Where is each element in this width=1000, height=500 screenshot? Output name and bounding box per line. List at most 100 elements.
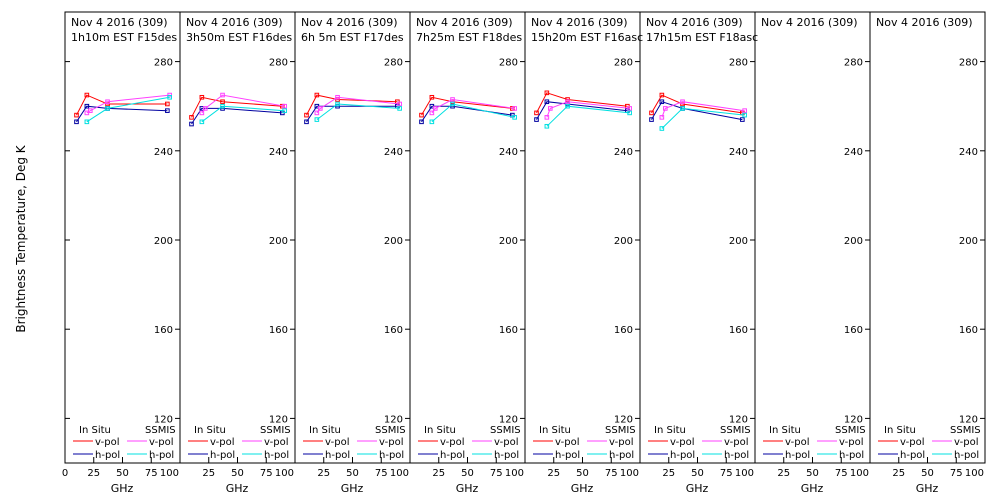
- legend-insitu-header: In Situ: [79, 425, 111, 436]
- legend-insitu-h-label: h-pol: [95, 450, 120, 461]
- legend-ssmis-h-label: h-pol: [149, 450, 174, 461]
- x-tick-label: 100: [505, 468, 524, 479]
- x-tick-label: 50: [806, 468, 819, 479]
- x-tick-label: 25: [547, 468, 560, 479]
- legend-insitu-header: In Situ: [424, 425, 456, 436]
- legend-insitu-v-label: v-pol: [325, 437, 350, 448]
- y-tick-label: 240: [499, 147, 518, 158]
- x-axis-label: GHz: [916, 482, 939, 495]
- y-tick-label: 280: [154, 58, 173, 69]
- legend-ssmis-h-label: h-pol: [839, 450, 864, 461]
- legend-ssmis-v-label: v-pol: [724, 437, 749, 448]
- x-tick-label: 50: [461, 468, 474, 479]
- x-tick-label: 25: [317, 468, 330, 479]
- data-point: [84, 103, 90, 109]
- data-point: [189, 121, 194, 127]
- y-tick-label: 200: [959, 236, 978, 247]
- x-tick-label: 50: [921, 468, 934, 479]
- y-tick-label: 280: [844, 58, 863, 69]
- y-tick-label: 120: [729, 414, 748, 425]
- y-tick-label: 240: [959, 147, 978, 158]
- legend-insitu-v-label: v-pol: [555, 437, 580, 448]
- data-point: [429, 94, 435, 100]
- data-point: [282, 108, 287, 113]
- panels-group: Nov 4 2016 (309) 1h10m EST F15des 120 160 20…: [62, 11, 986, 495]
- legend-insitu-v-label: v-pol: [95, 437, 120, 448]
- data-point: [548, 106, 553, 111]
- series-line: [191, 107, 283, 125]
- panel-date: Nov 4 2016 (309): [186, 16, 283, 29]
- x-tick-label: 75: [490, 468, 503, 479]
- panel-subtitle: 15h20m EST F16asc: [531, 31, 643, 44]
- legend-insitu-h-label: h-pol: [670, 450, 695, 461]
- panel-4: Nov 4 2016 (309) 7h25m EST F18des 120 160 20…: [409, 11, 526, 495]
- panel-1: Nov 4 2016 (309) 1h10m EST F15des 120 160 20…: [62, 11, 181, 495]
- x-axis-label: GHz: [686, 482, 709, 495]
- data-point: [450, 97, 455, 102]
- data-point: [74, 112, 79, 118]
- data-point: [680, 106, 685, 111]
- y-tick-label: 240: [154, 147, 173, 158]
- legend-ssmis-h-label: h-pol: [379, 450, 404, 461]
- y-tick-label: 240: [844, 147, 863, 158]
- legend-ssmis-header: SSMIS: [720, 425, 751, 436]
- data-point: [282, 103, 287, 109]
- data-point: [659, 115, 665, 120]
- series-line: [76, 94, 168, 116]
- legend-ssmis-v-label: v-pol: [839, 437, 864, 448]
- panel-subtitle: 17h15m EST F18asc: [646, 31, 758, 44]
- data-point: [220, 103, 225, 109]
- y-tick-label: 200: [384, 236, 403, 247]
- data-point: [433, 106, 438, 111]
- x-tick-label: 50: [231, 468, 244, 479]
- x-tick-label: 25: [432, 468, 445, 479]
- y-tick-label: 120: [499, 414, 518, 425]
- data-point: [304, 119, 309, 125]
- data-point: [740, 117, 745, 122]
- data-point: [649, 110, 654, 116]
- x-tick-label: 50: [116, 468, 129, 479]
- legend-ssmis-v-label: v-pol: [379, 437, 404, 448]
- x-tick-label: 25: [662, 468, 675, 479]
- y-tick-label: 160: [729, 325, 748, 336]
- data-point: [318, 106, 323, 111]
- data-point: [627, 106, 632, 111]
- legend-ssmis-header: SSMIS: [605, 425, 636, 436]
- panel-date: Nov 4 2016 (309): [301, 16, 398, 29]
- x-tick-label: 100: [850, 468, 869, 479]
- series-line: [201, 105, 285, 123]
- data-point: [544, 115, 550, 120]
- legend-insitu-header: In Situ: [654, 425, 686, 436]
- x-tick-label: 75: [145, 468, 158, 479]
- y-tick-label: 200: [729, 236, 748, 247]
- x-axis-label: GHz: [226, 482, 249, 495]
- data-point: [165, 101, 170, 107]
- panel-7: Nov 4 2016 (309) 120 160 200 240 280 25 50 75 100…: [754, 11, 871, 495]
- y-tick-label: 160: [844, 325, 863, 336]
- data-point: [450, 101, 455, 107]
- x-tick-label: 100: [275, 468, 294, 479]
- x-tick-label: 100: [620, 468, 639, 479]
- y-tick-label: 160: [154, 325, 173, 336]
- series-line: [536, 92, 628, 114]
- x-tick-label: 25: [87, 468, 100, 479]
- y-tick-label: 160: [499, 325, 518, 336]
- y-tick-label: 160: [269, 325, 288, 336]
- y-tick-label: 280: [384, 58, 403, 69]
- y-tick-label: 280: [614, 58, 633, 69]
- legend-ssmis-v-label: v-pol: [954, 437, 979, 448]
- y-tick-label: 280: [269, 58, 288, 69]
- data-point: [165, 108, 170, 113]
- y-tick-label: 160: [614, 325, 633, 336]
- legend-insitu-header: In Situ: [769, 425, 801, 436]
- x-tick-label: 100: [160, 468, 179, 479]
- y-tick-label: 280: [959, 58, 978, 69]
- panel-5: Nov 4 2016 (309) 15h20m EST F16asc 120 160 2…: [524, 11, 643, 495]
- x-tick-label: 50: [346, 468, 359, 479]
- data-point: [565, 99, 570, 105]
- legend-ssmis-h-label: h-pol: [609, 450, 634, 461]
- panel-subtitle: 7h25m EST F18des: [416, 31, 522, 44]
- data-point: [534, 117, 539, 122]
- legend-ssmis-v-label: v-pol: [264, 437, 289, 448]
- x-tick-label: 100: [390, 468, 409, 479]
